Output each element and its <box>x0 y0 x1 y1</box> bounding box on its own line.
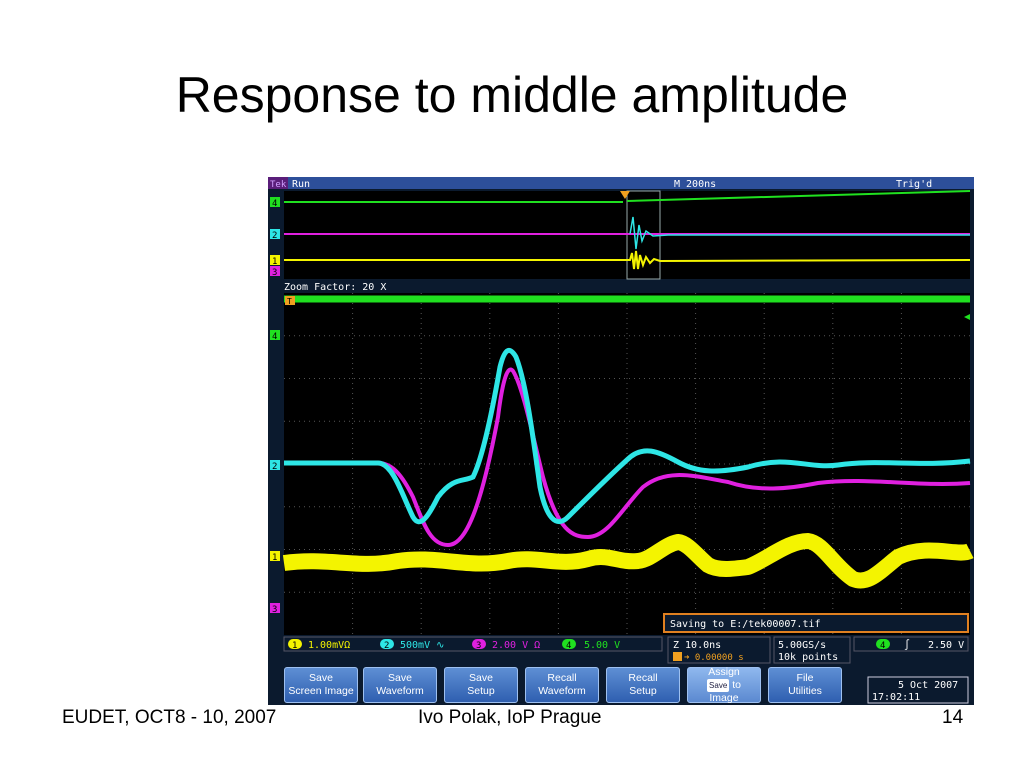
save-key-icon: Save <box>707 678 730 692</box>
saving-message: Saving to E:/tek00007.tif <box>670 619 821 630</box>
timebase-readout: M 200ns <box>674 179 716 190</box>
svg-text:500mV ∿: 500mV ∿ <box>400 640 445 651</box>
save-screen-image-button[interactable]: Save Screen Image <box>284 667 358 703</box>
trace-ch3 <box>284 367 971 548</box>
overview-ch3-marker: 3 <box>270 266 280 278</box>
svg-text:2: 2 <box>272 462 277 472</box>
overview-ch4-marker: 4 <box>270 197 280 209</box>
ch1-marker: 1 <box>270 551 280 563</box>
footer-author: Ivo Polak, IoP Prague <box>418 707 602 728</box>
file-utilities-button[interactable]: File Utilities <box>768 667 842 703</box>
svg-text:1: 1 <box>272 553 277 563</box>
save-waveform-button[interactable]: Save Waveform <box>363 667 437 703</box>
svg-text:4: 4 <box>272 332 277 342</box>
ch3-marker: 3 <box>270 603 280 615</box>
trace-ch1 <box>282 533 974 589</box>
horizontal-readout[interactable] <box>667 636 771 664</box>
ch4-readout[interactable]: 4 5.00 V <box>562 639 620 651</box>
zoom-scale: Z 10.0ns <box>673 640 721 651</box>
date-readout: 5 Oct 2007 <box>898 680 958 691</box>
trigger-level: 2.50 V <box>928 640 964 651</box>
svg-text:2: 2 <box>384 641 389 651</box>
svg-text:1: 1 <box>272 257 277 267</box>
trigger-source-badge <box>876 639 890 649</box>
ch4-marker: 4 <box>270 330 280 342</box>
trigger-position-readout: ➜ 0.00000 s <box>684 653 744 663</box>
trigger-marker: T <box>285 296 295 306</box>
trigger-state: Trig'd <box>896 179 932 190</box>
trigger-position-icon <box>673 652 682 661</box>
svg-text:1.00mVΩ: 1.00mVΩ <box>308 640 350 651</box>
ch3-readout[interactable]: 3 2.00 V Ω <box>472 639 540 651</box>
assign-save-to-image-button[interactable]: Assign Save to Image <box>687 666 761 704</box>
overview-ch2-marker: 2 <box>270 229 280 241</box>
trigger-level-marker <box>964 314 970 320</box>
status-bar <box>268 177 974 189</box>
saving-message-box <box>663 613 969 633</box>
slide-title: Response to middle amplitude <box>175 67 849 123</box>
overview-ch1-marker: 1 <box>270 255 280 267</box>
overview-trace-ch1 <box>284 250 971 270</box>
svg-text:3: 3 <box>272 605 277 615</box>
record-length: 10k points <box>778 652 838 663</box>
trigger-position-marker <box>620 191 630 199</box>
scope-display: Tek Run M 200ns Trig'd 4 2 1 3 <box>268 177 974 704</box>
save-setup-button[interactable]: Save Setup <box>444 667 518 703</box>
run-state: Run <box>292 179 310 190</box>
svg-text:5.00 V: 5.00 V <box>584 640 620 651</box>
svg-text:4: 4 <box>272 199 277 209</box>
ch2-marker: 2 <box>270 460 280 472</box>
svg-text:3: 3 <box>476 641 481 651</box>
svg-text:2: 2 <box>272 231 277 241</box>
footer-event: EUDET, OCT8 - 10, 2007 <box>62 707 277 728</box>
oscilloscope-screenshot: Tek Run M 200ns Trig'd 4 2 1 3 <box>268 177 974 705</box>
ch2-readout[interactable]: 2 500mV ∿ <box>380 639 445 651</box>
trace-ch2 <box>284 348 971 525</box>
svg-text:1: 1 <box>292 641 297 651</box>
trigger-source: 4 <box>880 641 885 651</box>
svg-text:T: T <box>287 297 292 306</box>
trigger-slope-icon: ∫ <box>904 639 910 651</box>
slide-number: 14 <box>942 707 964 728</box>
zoom-factor-label: Zoom Factor: 20 X <box>284 282 386 293</box>
time-readout: 17:02:11 <box>872 692 920 703</box>
overview-trace-ch4-post <box>626 190 971 202</box>
datetime-box <box>867 676 969 704</box>
sample-rate: 5.00GS/s <box>778 640 826 651</box>
recall-waveform-button[interactable]: Recall Waveform <box>525 667 599 703</box>
brand-label: Tek <box>270 180 287 190</box>
acquisition-readout[interactable] <box>773 636 851 664</box>
ch1-readout[interactable]: 1 1.00mVΩ <box>288 639 350 651</box>
svg-text:3: 3 <box>272 268 277 278</box>
svg-text:2.00 V Ω: 2.00 V Ω <box>492 640 540 651</box>
recall-setup-button[interactable]: Recall Setup <box>606 667 680 703</box>
svg-text:4: 4 <box>566 641 571 651</box>
overview-trace-ch2 <box>629 216 970 250</box>
